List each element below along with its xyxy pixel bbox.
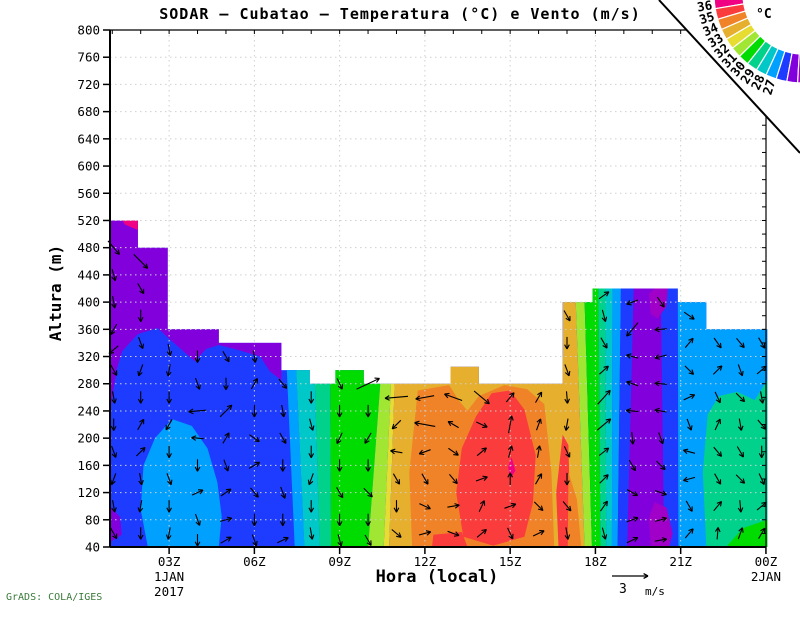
region-cyan-band-08z [295, 356, 320, 547]
y-tick-label: 720 [77, 77, 100, 92]
x-tick-sublabel: 1JAN [154, 569, 184, 584]
y-tick-label: 560 [77, 186, 100, 201]
region-yellowgreen-band-10z [368, 356, 393, 547]
region-teal-band-08z [314, 356, 332, 547]
region-cyan-stripe-18z [605, 281, 613, 547]
y-axis-title: Altura (m) [46, 244, 65, 342]
colorbar-tick-label: 36 [696, 0, 713, 15]
x-tick-sublabel: 2017 [154, 584, 184, 599]
y-tick-label: 40 [85, 539, 100, 554]
region-green-band-09z [330, 356, 383, 547]
x-tick-label: 18Z [584, 554, 607, 569]
region-lightblue-patch-30c [140, 419, 222, 547]
y-tick-label: 200 [77, 431, 100, 446]
x-tick-label: 00Z [755, 554, 778, 569]
colorbar-tick-label: 32 [711, 40, 732, 61]
chart-title: SODAR – Cubatao – Temperatura (°C) e Ven… [159, 5, 641, 23]
y-tick-label: 80 [85, 512, 100, 527]
colorbar-tick-label: 33 [705, 30, 726, 51]
y-tick-label: 280 [77, 376, 100, 391]
wind-legend-unit: m/s [645, 585, 665, 598]
region-purple-core-bottom [648, 502, 673, 547]
axes-frame: 40 80 120 160 200 240 280 320 360 400 440 480 520 560… [77, 23, 781, 600]
colorbar-unit-label: °C [756, 7, 772, 22]
region-orange-wedge-17z [567, 472, 582, 547]
region-purple-blip-bottomleft [110, 506, 122, 543]
y-tick-label: 240 [77, 403, 100, 418]
wind-vectors [107, 240, 767, 547]
x-tick-label: 15Z [499, 554, 522, 569]
y-tick-label: 320 [77, 349, 100, 364]
region-lightblue-stripe-18z [611, 281, 621, 547]
colorbar-tick-label: 35 [697, 8, 716, 27]
region-green-stripe-18z [584, 281, 601, 547]
region-blue-stripe-19z [617, 281, 634, 547]
region-green-corner-23z [726, 519, 768, 547]
wind-legend-value: 3 [619, 582, 627, 597]
y-tick-label: 160 [77, 458, 100, 473]
y-tick-label: 600 [77, 159, 100, 174]
region-blue-stripe-20z [660, 281, 679, 547]
temperature-field [110, 220, 768, 547]
colorbar-tick-label: 29 [737, 66, 758, 87]
y-tick-label: 480 [77, 240, 100, 255]
y-tick-label: 400 [77, 295, 100, 310]
x-tick-sublabel: 2JAN [751, 569, 781, 584]
y-tick-label: 440 [77, 267, 100, 282]
x-axis-title: Hora (local) [375, 567, 499, 587]
y-tick-label: 520 [77, 213, 100, 228]
x-tick-label: 06Z [243, 554, 266, 569]
colorbar-tick-label: 27 [760, 78, 779, 97]
region-red-blob-14-16z [456, 390, 536, 546]
region-purple-column-19-20z [627, 281, 665, 547]
colorbar-tick-label: 28 [748, 72, 768, 92]
y-tick-label: 800 [77, 23, 100, 38]
x-tick-label: 12Z [414, 554, 437, 569]
region-yellowgreen-stripe-17z [575, 281, 592, 547]
colorbar-segment [796, 53, 800, 84]
x-tick-label: 09Z [328, 554, 351, 569]
colorbar-tick-label: 30 [727, 58, 748, 79]
y-tick-label: 760 [77, 50, 100, 65]
y-tick-label: 120 [77, 485, 100, 500]
region-yellow-band-10z [383, 356, 396, 547]
grads-watermark: GrADS: COLA/IGES [6, 592, 103, 603]
region-purple-core-top [648, 283, 668, 319]
region-teal-stripe-18z [598, 281, 607, 547]
colorbar-tick-label: 34 [701, 19, 721, 39]
y-tick-label: 640 [77, 131, 100, 146]
x-tick-label: 03Z [158, 554, 181, 569]
y-tick-label: 360 [77, 322, 100, 337]
region-red-strip-17z [556, 434, 570, 547]
wind-legend-arrow [612, 573, 649, 579]
y-tick-label: 680 [77, 104, 100, 119]
x-tick-label: 21Z [669, 554, 692, 569]
region-lightblue-band-07z [286, 356, 305, 547]
